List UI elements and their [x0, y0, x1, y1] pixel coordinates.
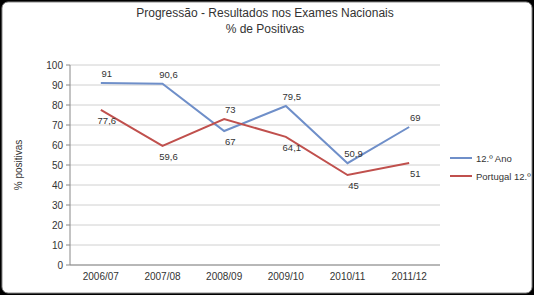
tick-label: 80	[52, 100, 64, 111]
tick-label: 40	[52, 180, 64, 191]
legend-label: Portugal 12.º	[476, 171, 531, 182]
tick	[66, 225, 70, 226]
tick	[66, 85, 70, 86]
tick	[66, 205, 70, 206]
tick-label: 90	[52, 80, 64, 91]
subtitle: % de Positivas	[226, 22, 305, 36]
grid-line	[70, 165, 440, 166]
grid-line	[70, 265, 440, 266]
category-label: 2011/12	[391, 271, 427, 282]
tick-label: 30	[52, 200, 64, 211]
category-label: 2008/09	[206, 271, 243, 282]
background	[2, 2, 532, 293]
tick-label: 60	[52, 140, 64, 151]
y-axis	[70, 65, 71, 265]
grid-line	[70, 65, 440, 66]
data-label: 77,6	[98, 115, 117, 126]
grid-line	[70, 85, 440, 86]
data-label: 79,5	[283, 91, 302, 102]
tick	[66, 65, 70, 66]
grid-line	[70, 225, 440, 226]
title: Progressão - Resultados nos Exames Nacio…	[136, 6, 393, 20]
grid-line	[70, 245, 440, 246]
data-label: 45	[348, 180, 359, 191]
grid-line	[70, 205, 440, 206]
x-axis	[70, 265, 440, 266]
grid-line	[70, 185, 440, 186]
category-label: 2010/11	[330, 271, 366, 282]
tick-label: 100	[46, 60, 63, 71]
tick	[66, 185, 70, 186]
data-label: 51	[410, 168, 421, 179]
data-label: 90,6	[159, 69, 178, 80]
category-label: 2009/10	[268, 271, 305, 282]
category-label: 2007/08	[144, 271, 181, 282]
y-label: % positivas	[13, 140, 24, 191]
legend-swatch	[450, 175, 472, 177]
chart: Progressão - Resultados nos Exames Nacio…	[0, 0, 534, 295]
tick	[66, 245, 70, 246]
grid-line	[70, 145, 440, 146]
tick-label: 50	[52, 160, 64, 171]
data-label: 67	[225, 136, 236, 147]
legend-swatch	[450, 157, 472, 159]
tick	[66, 145, 70, 146]
data-label: 50,9	[344, 148, 363, 159]
tick-label: 70	[52, 120, 64, 131]
tick-label: 20	[52, 220, 64, 231]
category-label: 2006/07	[83, 271, 120, 282]
series-line	[101, 110, 409, 175]
data-label: 59,6	[159, 151, 178, 162]
data-label: 73	[225, 104, 236, 115]
tick	[66, 165, 70, 166]
tick	[66, 125, 70, 126]
tick	[66, 265, 70, 266]
tick	[66, 105, 70, 106]
tick-label: 0	[57, 260, 63, 271]
data-label: 64,1	[283, 142, 302, 153]
data-label: 91	[102, 68, 113, 79]
tick-label: 10	[52, 240, 64, 251]
series-line	[101, 83, 409, 163]
plot-area	[101, 83, 409, 175]
legend-label: 12.º Ano	[476, 153, 512, 164]
data-label: 69	[410, 112, 421, 123]
grid-line	[70, 105, 440, 106]
